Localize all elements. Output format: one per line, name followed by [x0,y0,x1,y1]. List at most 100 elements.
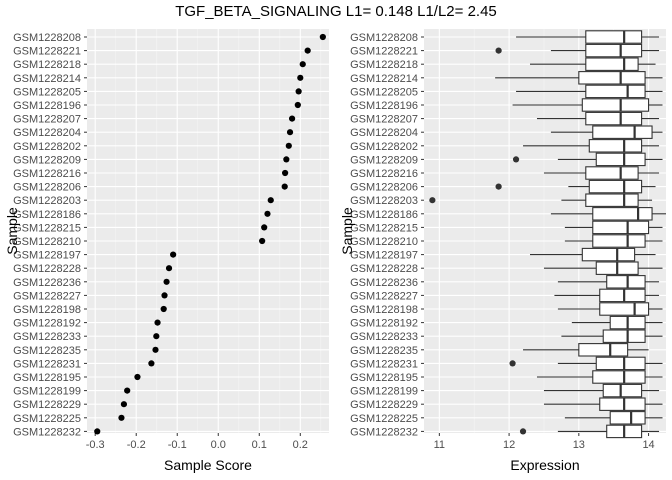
box-iqr [585,193,639,207]
score-category-label: GSM1228214 [13,73,81,85]
expr-category-label: GSM1228216 [350,168,418,180]
score-category-label: GSM1228204 [13,127,81,139]
expr-x-tick-label: 11 [434,439,445,451]
expr-category-label: GSM1228206 [350,182,418,194]
expr-category-label: GSM1228203 [350,195,418,207]
box-outlier [519,428,527,435]
expr-category-label: GSM1228218 [350,59,418,71]
score-y-axis-title: Sample [4,207,20,255]
score-category-label: GSM1228231 [13,358,81,370]
expr-category-label: GSM1228214 [350,73,418,85]
score-point [319,33,326,41]
box-iqr [609,411,646,425]
expr-category-label: GSM1228231 [350,358,418,370]
expr-category-label: GSM1228236 [350,277,418,289]
score-category-label: GSM1228192 [13,318,81,330]
expr-x-tick-label: 13 [573,439,585,451]
score-point [118,414,125,421]
expr-category-label: GSM1228199 [350,386,418,398]
score-point [304,47,311,54]
box-iqr [588,139,643,153]
score-category-label: GSM1228199 [13,386,81,398]
score-category-label: GSM1228232 [13,426,81,438]
score-x-tick-label: 0.1 [252,439,267,451]
score-point [299,61,306,68]
score-category-label: GSM1228206 [13,182,81,194]
score-category-label: GSM1228203 [13,195,81,207]
score-category-label: GSM1228186 [13,209,81,221]
score-category-label: GSM1228225 [13,413,81,425]
score-point [152,346,159,353]
score-point [165,265,173,272]
score-category-label: GSM1228227 [13,290,81,302]
score-point [281,183,288,190]
score-point [285,142,292,149]
score-x-tick-label: -0.2 [127,439,146,451]
expr-category-label: GSM1228232 [350,426,418,438]
box-iqr [588,179,643,194]
box-iqr [595,356,646,371]
box-iqr [585,84,646,99]
score-point [261,224,268,231]
score-category-label: GSM1228215 [13,222,81,234]
score-point [160,305,167,313]
expr-category-label: GSM1228215 [350,222,418,234]
box-iqr [581,247,636,262]
expr-category-label: GSM1228202 [350,141,418,153]
score-point [170,251,177,258]
box-outlier [495,183,502,190]
box-iqr [585,57,639,71]
score-point [267,197,274,204]
score-category-label: GSM1228229 [13,399,81,411]
expr-category-label: GSM1228229 [350,399,418,411]
expr-category-label: GSM1228192 [350,318,418,330]
score-point [134,373,141,381]
score-point [297,74,304,81]
expr-category-label: GSM1228227 [350,290,418,302]
expr-category-label: GSM1228208 [350,32,418,44]
box-iqr [581,98,650,112]
box-iqr [585,166,639,180]
score-x-tick-label: 0.2 [293,439,308,451]
score-category-label: GSM1228195 [13,372,81,384]
expr-category-label: GSM1228186 [350,209,418,221]
score-category-label: GSM1228207 [13,114,81,126]
box-outlier [512,156,520,163]
box-iqr [592,207,653,221]
box-iqr [578,343,629,357]
box-iqr [592,234,646,248]
box-iqr [585,43,643,58]
score-x-tick-label: -0.1 [168,439,187,451]
box-iqr [585,30,643,44]
expr-category-label: GSM1228221 [350,46,418,58]
score-point [124,387,131,394]
score-x-axis-title: Sample Score [164,457,252,473]
box-iqr [592,220,650,235]
expr-category-label: GSM1228198 [350,304,418,316]
score-category-label: GSM1228198 [13,304,81,316]
score-point [282,169,289,177]
box-iqr [578,71,646,85]
expr-x-tick-label: 12 [503,439,515,451]
box-outlier [429,197,436,204]
score-x-tick-label: 0.0 [211,439,226,451]
score-point [154,319,161,326]
score-point [283,156,290,163]
score-point [264,210,271,217]
box-iqr [599,397,646,411]
expr-x-tick-label: 14 [642,439,654,451]
score-point [153,333,160,340]
expr-category-label: GSM1228195 [350,372,418,384]
score-category-label: GSM1228235 [13,345,81,357]
expr-category-label: GSM1228196 [350,100,418,112]
expr-category-label: GSM1228235 [350,345,418,357]
box-iqr [592,370,646,384]
chart-title: TGF_BETA_SIGNALING L1= 0.148 L1/L2= 2.45 [175,3,497,20]
box-iqr [599,288,646,303]
score-category-label: GSM1228233 [13,331,81,343]
score-category-label: GSM1228228 [13,263,81,275]
score-x-tick-label: -0.3 [86,439,105,451]
